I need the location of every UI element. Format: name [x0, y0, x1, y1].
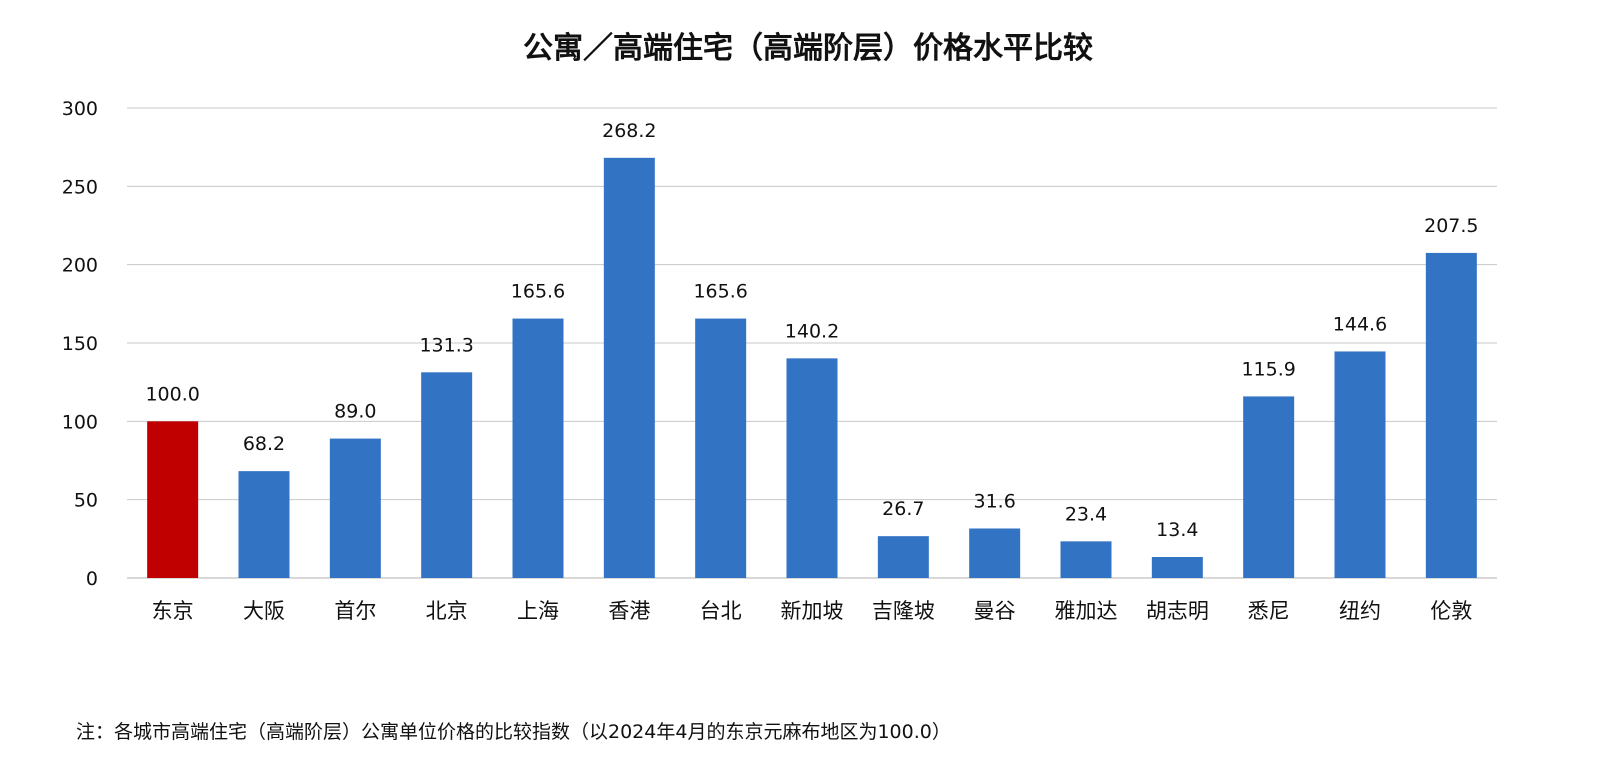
data-label: 89.0 — [334, 401, 376, 423]
x-tick-label: 北京 — [426, 599, 468, 623]
data-label: 165.6 — [693, 281, 747, 303]
y-tick-label: 250 — [62, 176, 98, 198]
x-axis-categories: 东京 大阪 首尔 北京 上海 香港 台北 新加坡 吉隆坡 曼谷 雅加达 胡志明 悉尼 纽约 伦敦 — [152, 599, 1473, 623]
data-label: 131.3 — [419, 334, 473, 356]
y-tick-label: 150 — [62, 333, 98, 355]
y-tick-label: 0 — [86, 568, 98, 590]
bar-台北 — [695, 318, 747, 578]
data-label: 144.6 — [1333, 313, 1387, 335]
bar-胡志明 — [1151, 557, 1203, 578]
data-label: 165.6 — [511, 281, 565, 303]
bar-北京 — [421, 372, 473, 578]
bar-上海 — [512, 318, 564, 578]
data-label: 26.7 — [882, 498, 924, 520]
y-tick-label: 50 — [74, 490, 98, 512]
x-tick-label: 东京 — [152, 599, 194, 623]
x-tick-label: 香港 — [608, 599, 650, 623]
x-tick-label: 曼谷 — [974, 599, 1016, 623]
x-tick-label: 吉隆坡 — [872, 599, 935, 623]
bar-新加坡 — [786, 358, 838, 578]
bars — [147, 157, 1477, 578]
x-tick-label: 纽约 — [1339, 599, 1381, 623]
data-label: 115.9 — [1241, 358, 1295, 380]
data-label: 68.2 — [243, 433, 285, 455]
bar-大阪 — [238, 471, 290, 578]
bar-吉隆坡 — [877, 536, 929, 578]
bar-纽约 — [1334, 351, 1386, 578]
x-tick-label: 新加坡 — [781, 599, 844, 623]
data-label: 207.5 — [1424, 215, 1478, 237]
y-tick-label: 300 — [62, 98, 98, 120]
x-tick-label: 台北 — [700, 599, 742, 623]
x-tick-label: 悉尼 — [1248, 599, 1290, 623]
bar-东京 — [147, 421, 199, 578]
x-tick-label: 上海 — [517, 599, 559, 623]
y-axis-ticks: 0 50 100 150 200 250 300 — [62, 98, 98, 590]
data-label: 100.0 — [145, 383, 199, 405]
bar-首尔 — [329, 438, 381, 578]
x-tick-label: 首尔 — [334, 599, 376, 623]
value-labels: 100.0 68.2 89.0 131.3 165.6 268.2 165.6 140.2 26… — [145, 120, 1478, 541]
y-tick-label: 200 — [62, 255, 98, 277]
data-label: 23.4 — [1065, 503, 1107, 525]
chart-title: 公寓／高端住宅（高端阶层）价格水平比较 — [523, 31, 1093, 66]
data-label: 140.2 — [785, 320, 839, 342]
x-tick-label: 胡志明 — [1146, 599, 1209, 623]
x-tick-label: 大阪 — [243, 599, 285, 623]
bar-香港 — [603, 157, 655, 578]
data-label: 13.4 — [1156, 519, 1198, 541]
bar-雅加达 — [1060, 541, 1112, 578]
bar-曼谷 — [969, 528, 1021, 578]
data-label: 268.2 — [602, 120, 656, 142]
x-tick-label: 伦敦 — [1430, 599, 1472, 623]
bar-悉尼 — [1243, 396, 1295, 578]
data-label: 31.6 — [974, 490, 1016, 512]
bar-伦敦 — [1425, 252, 1477, 578]
footnote: 注：各城市高端住宅（高端阶层）公寓单位价格的比较指数（以2024年4月的东京元麻… — [76, 721, 951, 743]
y-tick-label: 100 — [62, 411, 98, 433]
x-tick-label: 雅加达 — [1055, 599, 1118, 623]
